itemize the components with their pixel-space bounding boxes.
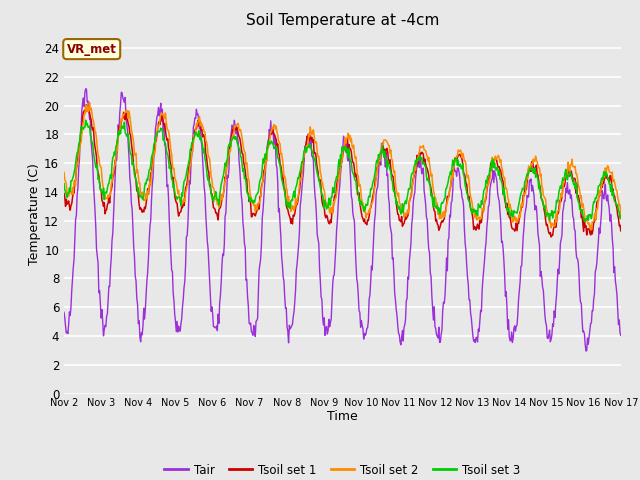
X-axis label: Time: Time: [327, 410, 358, 423]
Y-axis label: Temperature (C): Temperature (C): [28, 163, 42, 264]
Legend: Tair, Tsoil set 1, Tsoil set 2, Tsoil set 3: Tair, Tsoil set 1, Tsoil set 2, Tsoil se…: [159, 459, 525, 480]
Text: VR_met: VR_met: [67, 43, 116, 56]
Title: Soil Temperature at -4cm: Soil Temperature at -4cm: [246, 13, 439, 28]
